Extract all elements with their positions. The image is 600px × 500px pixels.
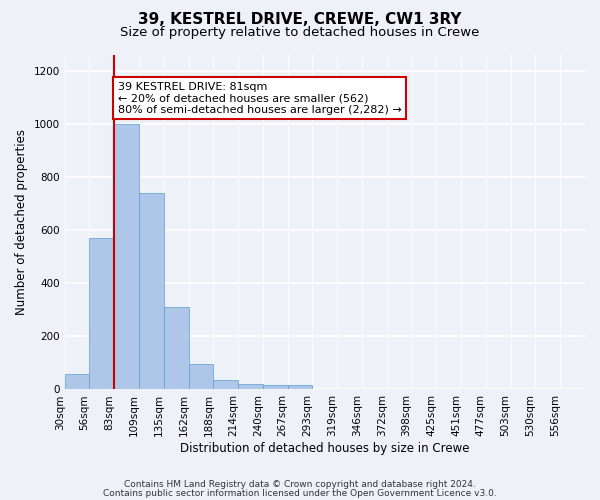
Bar — [263, 386, 287, 390]
Bar — [89, 238, 114, 390]
Bar — [214, 380, 238, 390]
Bar — [114, 124, 139, 390]
Text: Contains public sector information licensed under the Open Government Licence v3: Contains public sector information licen… — [103, 489, 497, 498]
Text: 39, KESTREL DRIVE, CREWE, CW1 3RY: 39, KESTREL DRIVE, CREWE, CW1 3RY — [138, 12, 462, 28]
Text: Size of property relative to detached houses in Crewe: Size of property relative to detached ho… — [121, 26, 479, 39]
Text: Contains HM Land Registry data © Crown copyright and database right 2024.: Contains HM Land Registry data © Crown c… — [124, 480, 476, 489]
Bar — [188, 364, 214, 390]
Bar — [65, 374, 89, 390]
Bar — [139, 193, 164, 390]
Text: 39 KESTREL DRIVE: 81sqm
← 20% of detached houses are smaller (562)
80% of semi-d: 39 KESTREL DRIVE: 81sqm ← 20% of detache… — [118, 82, 401, 114]
Y-axis label: Number of detached properties: Number of detached properties — [15, 129, 28, 315]
Bar — [238, 384, 263, 390]
Bar — [287, 386, 313, 390]
Bar — [164, 307, 188, 390]
X-axis label: Distribution of detached houses by size in Crewe: Distribution of detached houses by size … — [180, 442, 470, 455]
